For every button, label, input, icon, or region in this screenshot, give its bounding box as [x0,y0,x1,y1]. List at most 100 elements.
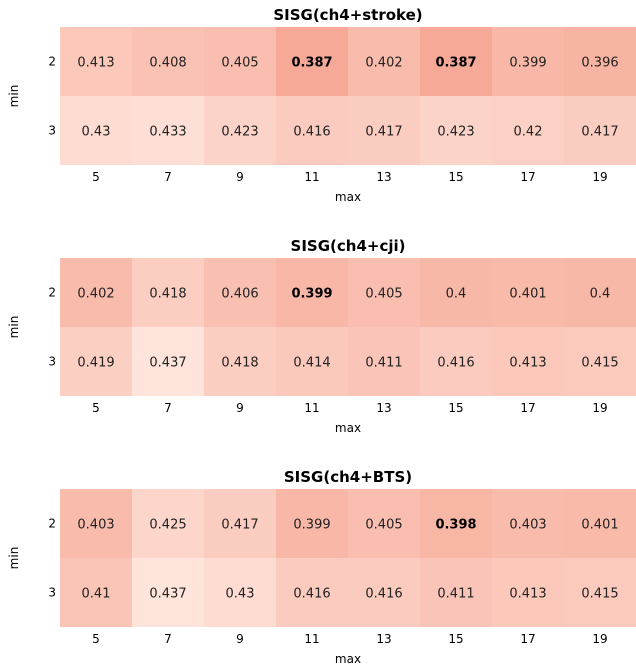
heatmap-cell [492,96,564,165]
cell-value-label: 0.4 [446,287,467,302]
heatmap-cell [492,327,564,396]
heatmap-cell [492,27,564,96]
cell-value-label: 0.437 [149,587,186,602]
cell-value-label: 0.414 [293,356,330,371]
heatmap-cell [132,258,204,327]
cell-value-label: 0.411 [365,356,402,371]
cell-value-label: 0.399 [509,56,546,71]
cell-value-label: 0.417 [581,125,618,140]
cell-value-label: 0.403 [77,518,114,533]
heatmap-cell [564,258,636,327]
cell-value-label: 0.399 [293,518,330,533]
heatmap-cell [348,258,420,327]
x-tick-label: 7 [164,401,172,415]
cell-value-label: 0.416 [437,356,474,371]
heatmap-cell [60,258,132,327]
heatmap-cell [132,327,204,396]
cell-value-label: 0.43 [82,125,111,140]
cell-value-label: 0.405 [221,56,258,71]
cell-value-label: 0.42 [514,125,543,140]
heatmap-cell [492,558,564,627]
cell-value-label: 0.417 [221,518,258,533]
heatmap-cell [60,27,132,96]
cell-value-label: 0.401 [581,518,618,533]
cell-value-label: 0.387 [435,56,476,71]
x-tick-label: 9 [236,632,244,646]
x-tick-label: 11 [304,401,319,415]
heatmap-cell [420,327,492,396]
y-tick-label: 3 [48,124,56,138]
cell-value-label: 0.413 [509,587,546,602]
x-tick-label: 19 [592,632,607,646]
cell-value-label: 0.417 [365,125,402,140]
y-tick-label: 2 [48,286,56,300]
x-tick-label: 5 [92,170,100,184]
cell-value-label: 0.423 [437,125,474,140]
cell-value-label: 0.403 [509,518,546,533]
cell-value-label: 0.418 [221,356,258,371]
heatmap-cell [492,489,564,558]
cell-value-label: 0.415 [581,587,618,602]
cell-value-label: 0.415 [581,356,618,371]
cell-value-label: 0.405 [365,287,402,302]
x-tick-label: 11 [304,170,319,184]
heatmap-cell [60,558,132,627]
y-tick-label: 3 [48,586,56,600]
heatmap-cell [348,489,420,558]
y-axis-label: min [7,316,21,339]
heatmap-cell [204,96,276,165]
cell-value-label: 0.416 [365,587,402,602]
heatmap-cell [420,489,492,558]
cell-value-label: 0.416 [293,587,330,602]
cell-value-label: 0.399 [291,287,332,302]
cell-value-label: 0.419 [77,356,114,371]
cell-value-label: 0.413 [509,356,546,371]
heatmap-cell [564,27,636,96]
cell-value-label: 0.411 [437,587,474,602]
cell-value-label: 0.418 [149,287,186,302]
cell-value-label: 0.408 [149,56,186,71]
heatmap-cell [420,558,492,627]
heatmap-panel: SISG(ch4+cji) 0.402 0.418 0.406 0.399 0.405 0.… [7,237,636,435]
x-tick-label: 15 [448,170,463,184]
cell-value-label: 0.398 [435,518,476,533]
heatmap-cell [132,96,204,165]
heatmap-cell [276,27,348,96]
x-axis-label: max [335,652,361,666]
heatmap-cell [348,558,420,627]
y-axis-label: min [7,547,21,570]
x-axis-label: max [335,421,361,435]
x-tick-label: 13 [376,401,391,415]
heatmap-cell [60,489,132,558]
heatmap-cell [564,558,636,627]
x-tick-label: 11 [304,632,319,646]
heatmap-cell [564,489,636,558]
heatmap-cell [204,489,276,558]
x-tick-label: 13 [376,170,391,184]
cell-value-label: 0.423 [221,125,258,140]
heatmap-cell [60,96,132,165]
cell-value-label: 0.416 [293,125,330,140]
cell-value-label: 0.413 [77,56,114,71]
x-tick-label: 19 [592,401,607,415]
chart-title: SISG(ch4+stroke) [273,6,422,24]
x-tick-label: 15 [448,632,463,646]
x-tick-label: 9 [236,170,244,184]
cell-value-label: 0.433 [149,125,186,140]
cell-value-label: 0.406 [221,287,258,302]
heatmap-cell [420,27,492,96]
x-tick-label: 7 [164,170,172,184]
x-axis-label: max [335,190,361,204]
heatmap-cell [132,558,204,627]
x-tick-label: 13 [376,632,391,646]
x-tick-label: 15 [448,401,463,415]
x-tick-label: 7 [164,632,172,646]
heatmap-cell [276,258,348,327]
cell-value-label: 0.402 [365,56,402,71]
heatmap-cell [348,96,420,165]
heatmap-cell [492,258,564,327]
cell-value-label: 0.4 [590,287,611,302]
heatmap-cell [204,558,276,627]
heatmap-cell [420,258,492,327]
